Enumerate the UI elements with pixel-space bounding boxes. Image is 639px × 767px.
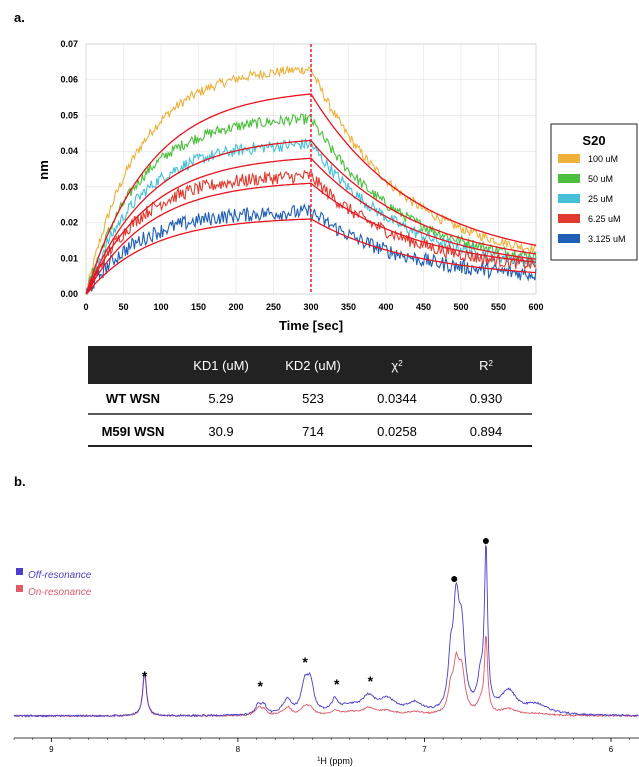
header-sup: 2: [398, 359, 403, 368]
series-line: [86, 138, 537, 295]
nmr-tick-label: 6: [609, 745, 614, 754]
y-tick-label: 0.04: [60, 146, 78, 156]
x-tick-label: 250: [266, 302, 281, 312]
x-tick-label: 450: [416, 302, 431, 312]
col-kd1: KD1 (uM): [193, 358, 249, 373]
legend-swatch: [558, 154, 580, 163]
nmr-tick-label: 9: [49, 745, 54, 754]
x-tick-label: 200: [228, 302, 243, 312]
nmr-x-label-rest: H (ppm): [320, 756, 353, 766]
peak-annotation: *: [302, 654, 308, 670]
legend-label: 6.25 uM: [588, 214, 621, 224]
legend-label: 100 uM: [588, 154, 618, 164]
nmr-x-axis-label: 1H (ppm): [317, 756, 353, 766]
fit-curve: [85, 182, 537, 295]
cell-wt-kd1: 5.29: [208, 391, 233, 406]
peak-annotation: *: [142, 668, 148, 684]
col-kd2: KD2 (uM): [285, 358, 341, 373]
y-tick-label: 0.01: [60, 253, 78, 263]
legend-swatch: [558, 214, 580, 223]
y-tick-label: 0.03: [60, 182, 78, 192]
header-base: χ: [391, 358, 398, 373]
nmr-ticks: 9 8 7 6: [13, 738, 630, 754]
row-label-wt: WT WSN: [106, 391, 160, 406]
cell-m59i-kd1: 30.9: [208, 424, 233, 439]
nmr-x-label-sup: 1: [317, 757, 321, 763]
legend-label: 25 uM: [588, 194, 613, 204]
series-line: [85, 169, 537, 295]
y-tick-label: 0.06: [60, 75, 78, 85]
kd-table: KD1 (uM) KD2 (uM) χ2 R2 WT WSN 5.29 523 …: [88, 346, 532, 447]
cell-wt-kd2: 523: [302, 391, 324, 406]
nmr-series: [13, 544, 639, 718]
legend-swatch: [558, 194, 580, 203]
y-tick-label: 0.05: [60, 110, 78, 120]
peak-annotation: *: [368, 673, 374, 689]
nmr-legend-label: On-resonance: [28, 587, 92, 598]
nmr-annotations: * * * * * ● ●: [142, 532, 490, 694]
table-header: [88, 346, 532, 384]
nmr-legend-swatch: [16, 585, 23, 592]
panel-a-label: a.: [14, 10, 25, 25]
peak-annotation: *: [258, 678, 264, 694]
legend-label: 3.125 uM: [588, 234, 626, 244]
col-r2: R2: [479, 358, 493, 373]
peak-annotation: *: [334, 676, 340, 692]
y-tick-label: 0.00: [60, 289, 78, 299]
x-tick-label: 500: [453, 302, 468, 312]
x-axis-label: Time [sec]: [279, 318, 343, 333]
x-tick-label: 550: [491, 302, 506, 312]
nmr-legend: Off-resonance On-resonance: [16, 568, 92, 598]
legend-label: 50 uM: [588, 174, 613, 184]
nmr-tick-label: 8: [236, 745, 241, 754]
nmr-tick-label: 7: [422, 745, 427, 754]
x-tick-label: 350: [341, 302, 356, 312]
cell-wt-r2: 0.930: [470, 391, 503, 406]
y-tick-label: 0.02: [60, 218, 78, 228]
nmr-legend-label: Off-resonance: [28, 570, 92, 581]
x-tick-label: 50: [118, 302, 128, 312]
row-label-m59i: M59I WSN: [102, 424, 165, 439]
x-tick-label: 300: [303, 302, 318, 312]
header-sup: 2: [488, 359, 493, 368]
header-base: R: [479, 358, 488, 373]
cell-m59i-r2: 0.894: [470, 424, 503, 439]
nmr-legend-swatch: [16, 568, 23, 575]
cell-m59i-chi2: 0.0258: [377, 424, 417, 439]
x-tick-label: 0: [83, 302, 88, 312]
x-tick-label: 600: [528, 302, 543, 312]
y-axis-label: nm: [36, 160, 51, 180]
fit-curve: [85, 157, 537, 295]
legend-swatch: [558, 174, 580, 183]
cell-m59i-kd2: 714: [302, 424, 324, 439]
peak-annotation: ●: [450, 570, 458, 586]
series-line: [85, 66, 537, 293]
peak-annotation: ●: [482, 532, 490, 548]
cell-wt-chi2: 0.0344: [377, 391, 417, 406]
legend-title: S20: [582, 133, 605, 148]
axis-ticks: 0 50 100 150 200 250 300 350 400 450 500 550 600 0.00…: [60, 39, 543, 312]
kinetics-plot: 0 50 100 150 200 250 300 350 400 450 500 550 600 0.00…: [36, 39, 544, 333]
col-chi2: χ2: [391, 358, 403, 373]
y-tick-label: 0.07: [60, 39, 78, 49]
x-tick-label: 100: [153, 302, 168, 312]
panel-b-label: b.: [14, 474, 26, 489]
nmr-spectrum: Off-resonance On-resonance * * * * * ● ● 9 8 7 6 1…: [13, 532, 639, 766]
off-resonance-line: [13, 544, 639, 718]
legend: S20 100 uM 50 uM 25 uM 6.25 uM 3.125 uM: [550, 123, 638, 261]
x-tick-label: 150: [191, 302, 206, 312]
x-tick-label: 400: [378, 302, 393, 312]
legend-swatch: [558, 234, 580, 243]
on-resonance-line: [13, 635, 639, 718]
